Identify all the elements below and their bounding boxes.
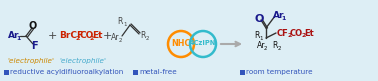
Text: 4CzIPN: 4CzIPN <box>190 40 216 46</box>
Text: R: R <box>272 40 277 49</box>
Text: CO: CO <box>290 29 303 38</box>
Text: Et: Et <box>304 29 314 38</box>
Text: 2: 2 <box>146 37 150 41</box>
Text: NHC: NHC <box>171 38 191 47</box>
Text: 2: 2 <box>264 46 268 52</box>
Text: 1: 1 <box>260 35 263 40</box>
Text: R: R <box>254 31 259 40</box>
Text: 2: 2 <box>301 33 305 38</box>
Bar <box>133 70 138 75</box>
Text: +: + <box>47 31 57 41</box>
Text: Ar: Ar <box>111 32 119 41</box>
Text: BrCF: BrCF <box>59 32 83 40</box>
Text: F: F <box>31 41 38 51</box>
Text: CO: CO <box>79 32 93 40</box>
Text: reductive acyldifluoroalkylation: reductive acyldifluoroalkylation <box>11 69 124 75</box>
Text: 1: 1 <box>123 21 127 26</box>
Text: Ar: Ar <box>273 11 285 20</box>
Text: 'electrophile': 'electrophile' <box>7 58 54 64</box>
Text: 2: 2 <box>287 33 291 38</box>
Text: Ar: Ar <box>8 32 20 40</box>
Text: 'electrophile': 'electrophile' <box>59 58 106 64</box>
Text: R: R <box>140 32 146 40</box>
Bar <box>240 70 245 75</box>
Text: +: + <box>102 31 112 41</box>
Text: metal-free: metal-free <box>139 69 177 75</box>
Text: 1: 1 <box>17 36 21 41</box>
Text: Et: Et <box>92 32 102 40</box>
Text: room temperature: room temperature <box>246 69 313 75</box>
Text: 2: 2 <box>277 46 281 50</box>
Bar <box>4 70 8 75</box>
Text: 2: 2 <box>76 36 81 41</box>
Text: O: O <box>254 14 264 24</box>
Text: 2: 2 <box>89 36 93 41</box>
Text: CF: CF <box>277 29 289 38</box>
Text: O: O <box>29 21 37 31</box>
Text: R: R <box>117 17 122 26</box>
Text: Ar: Ar <box>257 41 265 50</box>
Text: 1: 1 <box>282 15 286 20</box>
Text: 2: 2 <box>119 38 122 43</box>
